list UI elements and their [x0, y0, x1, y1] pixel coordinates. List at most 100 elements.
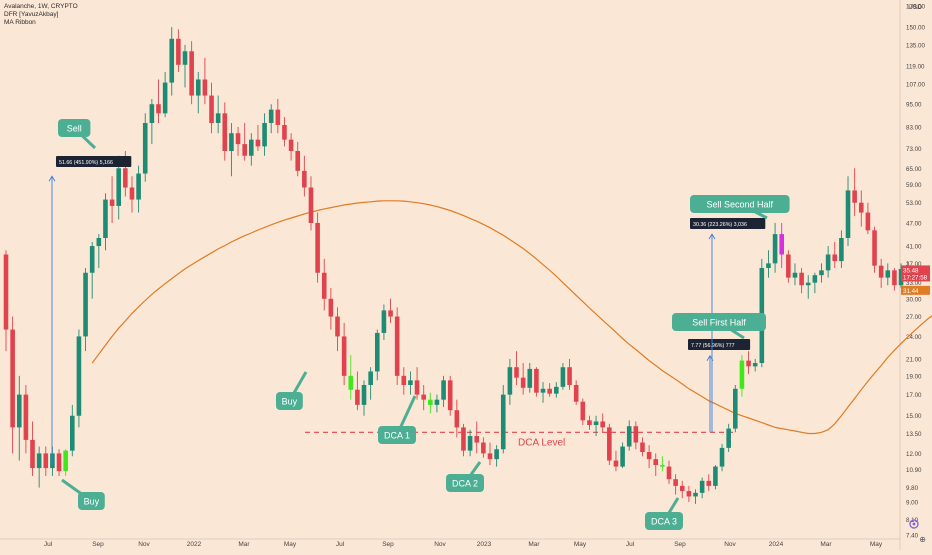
y-tick-label: 73.00: [906, 146, 922, 153]
candle-body: [142, 122, 148, 174]
candle-body: [739, 360, 745, 389]
candle-body: [547, 388, 552, 394]
candle-body: [70, 415, 75, 451]
callout-label: Sell First Half: [692, 318, 746, 328]
candle-body: [374, 332, 380, 372]
y-tick-label: 27.00: [906, 314, 922, 321]
candle-body: [885, 270, 891, 278]
candle-body: [89, 246, 95, 273]
x-tick-label: Jul: [626, 541, 635, 548]
candle-body: [3, 254, 9, 330]
candle-body: [805, 282, 811, 286]
candle-body: [156, 104, 161, 114]
candle-body: [852, 190, 857, 203]
x-tick-label: Mar: [528, 541, 540, 548]
x-tick-label: Mar: [820, 541, 832, 548]
candle-body: [129, 187, 135, 200]
candle-body: [839, 238, 844, 262]
candle-body: [414, 380, 420, 395]
candle-body: [560, 367, 566, 387]
y-tick-label: 37.00: [906, 261, 922, 268]
candle-body: [109, 199, 115, 206]
candle-body: [706, 480, 712, 486]
candle-body: [83, 272, 88, 337]
y-tick-label: 13.50: [906, 431, 922, 438]
candle-body: [428, 399, 433, 405]
candle-body: [812, 275, 818, 283]
y-tick-label: 17.00: [906, 392, 922, 399]
measure-label: 30.36 (223.26%) 3,036: [693, 222, 747, 228]
symbol-title[interactable]: Avalanche, 1W, CRYPTO: [4, 3, 78, 10]
currency-label[interactable]: USD: [908, 4, 922, 11]
x-tick-label: May: [870, 541, 883, 548]
candle-body: [693, 492, 698, 497]
candle-body: [275, 109, 281, 125]
y-tick-label: 9.80: [906, 485, 919, 492]
measure-arrowhead: [48, 175, 56, 182]
y-tick-label: 150.00: [906, 25, 925, 32]
price-axis-label-text: 31.44: [903, 288, 919, 295]
candle-body: [169, 38, 175, 83]
y-tick-label: 30.00: [906, 296, 922, 303]
candle-body: [308, 187, 314, 223]
candle-body: [567, 367, 572, 385]
candle-body: [845, 190, 851, 239]
candle-body: [249, 139, 254, 156]
y-tick-label: 24.00: [906, 334, 922, 341]
measure-box: [688, 339, 751, 350]
candle-body: [43, 453, 49, 469]
candle-body: [660, 465, 665, 467]
callout-box: [78, 492, 105, 510]
candle-body: [892, 270, 897, 286]
callout-label: Buy: [282, 397, 298, 407]
candle-body: [461, 427, 466, 451]
dca-level-label: DCA Level: [518, 437, 565, 448]
candle-body: [242, 144, 247, 156]
x-tick-label: 2023: [477, 541, 492, 548]
y-tick-label: 47.00: [906, 220, 922, 227]
candle-body: [858, 202, 864, 213]
candle-body: [288, 139, 294, 152]
candle-body: [825, 254, 831, 271]
candle-body: [474, 436, 480, 443]
candle-body: [341, 336, 347, 376]
candle-body: [209, 95, 214, 123]
candle-body: [553, 386, 559, 394]
candle-body: [30, 439, 35, 469]
candle-body: [394, 316, 400, 376]
candle-body: [434, 399, 440, 405]
indicator-ma-ribbon[interactable]: MA Ribbon: [4, 19, 36, 26]
candle-body: [76, 336, 82, 416]
candle-body: [640, 442, 645, 453]
candle-body: [633, 426, 639, 443]
price-axis-label-text: 35.48: [903, 267, 919, 274]
candle-body: [792, 272, 798, 278]
callout-label: DCA 1: [384, 431, 410, 441]
candle-body: [149, 104, 155, 123]
candle-body: [799, 272, 804, 286]
candle-body: [262, 122, 267, 147]
measure-box: [56, 156, 132, 167]
callout-box: [690, 195, 790, 213]
tradingview-logo-icon: ⊕: [919, 535, 926, 544]
candle-body: [878, 265, 884, 278]
indicator-dfr[interactable]: DFR [YavuzAkbay]: [4, 11, 59, 18]
candle-body: [454, 410, 460, 428]
x-tick-label: Mar: [238, 541, 250, 548]
candle-body: [235, 133, 241, 145]
candle-body: [772, 234, 778, 264]
settings-icon[interactable]: [908, 518, 920, 530]
y-tick-label: 95.00: [906, 102, 922, 109]
y-tick-label: 59.00: [906, 182, 922, 189]
y-tick-label: 9.00: [906, 499, 919, 506]
candle-body: [626, 426, 632, 447]
y-tick-label: 7.40: [906, 533, 919, 540]
candle-body: [819, 270, 824, 276]
candle-body: [116, 168, 122, 206]
candle-body: [182, 51, 188, 65]
candle-body: [321, 272, 327, 299]
candle-body: [335, 316, 340, 337]
x-tick-label: Sep: [674, 541, 686, 548]
